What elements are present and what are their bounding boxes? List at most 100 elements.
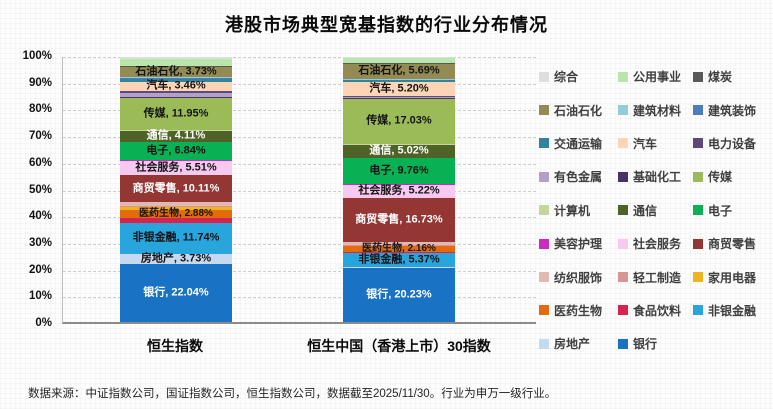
bar-segment-社会服务: 社会服务, 5.22% <box>343 184 455 198</box>
bar-segment-计算机 <box>120 129 232 131</box>
bar-segment-基础化工 <box>120 96 232 98</box>
legend-item-电子: 电子 <box>693 202 769 219</box>
source-note: 数据来源：中证指数公司，国证指数公司，恒生指数公司，数据截至2025/11/30… <box>28 388 557 400</box>
bar-segment-煤炭 <box>120 65 232 68</box>
chart-title: 港股市场典型宽基指数的行业分布情况 <box>225 15 548 35</box>
bar-segment-label: 非银金融, 5.37% <box>358 253 440 266</box>
legend-swatch <box>539 205 549 216</box>
bar-segment-石油石化: 石油石化, 3.73% <box>120 66 232 77</box>
legend-item-通信: 通信 <box>618 202 693 219</box>
legend-item-家用电器: 家用电器 <box>693 269 769 286</box>
gridline <box>63 270 536 272</box>
legend-swatch <box>618 338 628 349</box>
legend-swatch <box>618 238 628 249</box>
legend-swatch <box>693 205 703 216</box>
bar-segment-通信: 通信, 5.02% <box>343 144 455 158</box>
bar-segment-食品饮料 <box>343 251 455 253</box>
legend-item-轻工制造: 轻工制造 <box>618 269 693 286</box>
bar-segment-房地产 <box>343 266 455 269</box>
bar-segment-医药生物: 医药生物, 2.16% <box>343 243 455 253</box>
legend-item-食品饮料: 食品饮料 <box>618 302 693 319</box>
plot-area: 银行, 22.04% 房地产, 3.73% 非银金融, 11.74% 医药生物, 2.… <box>62 57 536 324</box>
bar-segment-综合 <box>120 57 232 59</box>
bar-segment-银行: 银行, 22.04% <box>120 263 232 322</box>
legend-label: 传媒 <box>708 170 733 185</box>
legend-item-美容护理: 美容护理 <box>539 235 618 252</box>
legend-swatch <box>618 138 628 149</box>
legend-item-非银金融: 非银金融 <box>693 302 769 319</box>
stacked-bar: 银行, 22.04% 房地产, 3.73% 非银金融, 11.74% 医药生物, 2.… <box>120 57 232 322</box>
bar-segment-食品饮料 <box>120 217 232 223</box>
y-tick-label: 30% <box>28 236 52 249</box>
legend-swatch <box>539 272 549 283</box>
bar-segment-建筑材料 <box>343 78 455 80</box>
legend-swatch <box>693 272 703 283</box>
legend-swatch <box>693 171 703 182</box>
bar-segment-医药生物: 医药生物, 2.88% <box>120 208 232 220</box>
bar-segment-通信: 通信, 4.11% <box>120 130 232 142</box>
legend-swatch <box>618 71 628 82</box>
y-tick-label: 80% <box>28 103 52 116</box>
bar-segment-label: 社会服务, 5.22% <box>358 184 440 197</box>
legend-label: 纺织服饰 <box>554 270 603 285</box>
legend-label: 计算机 <box>554 203 591 218</box>
legend-item-建筑装饰: 建筑装饰 <box>693 102 769 119</box>
legend-label: 医药生物 <box>554 303 603 318</box>
legend-swatch <box>693 138 703 149</box>
legend-label: 商贸零售 <box>708 237 757 252</box>
bar-segment-有色金属 <box>120 92 232 97</box>
legend-item-有色金属: 有色金属 <box>539 168 618 185</box>
bar-segment-石油石化: 石油石化, 5.69% <box>343 63 455 79</box>
legend-swatch <box>693 238 703 249</box>
bar-segment-纺织服饰 <box>120 202 232 206</box>
bar-segment-计算机 <box>343 143 455 145</box>
bar-segment-label: 汽车, 3.46% <box>146 79 206 92</box>
bar-segment-基础化工 <box>343 97 455 99</box>
bar-segment-商贸零售: 商贸零售, 10.11% <box>120 175 232 203</box>
legend-label: 电子 <box>708 203 733 218</box>
legend-label: 煤炭 <box>708 70 733 85</box>
bar-segment-建筑装饰 <box>343 79 455 80</box>
bar-segment-有色金属 <box>343 96 455 98</box>
legend-swatch <box>618 305 628 316</box>
legend-swatch <box>618 272 628 283</box>
legend-swatch <box>539 171 549 182</box>
bar-segment-轻工制造 <box>120 205 232 207</box>
legend-label: 家用电器 <box>708 270 757 285</box>
bar-segment-label: 医药生物, 2.88% <box>139 208 213 220</box>
category-label: 恒生指数 <box>147 338 203 354</box>
legend-item-计算机: 计算机 <box>539 202 618 219</box>
legend-swatch <box>539 238 549 249</box>
legend-item-石油石化: 石油石化 <box>539 102 618 119</box>
bar-segment-电力设备 <box>120 91 232 93</box>
bar-segment-label: 银行, 22.04% <box>143 286 209 299</box>
bar-segment-煤炭 <box>343 63 455 64</box>
y-tick-label: 70% <box>28 130 52 143</box>
bar-segment-label: 电子, 6.84% <box>146 144 206 157</box>
bar-segment-电子: 电子, 6.84% <box>120 141 232 160</box>
bar-segment-公用事业 <box>343 58 455 64</box>
legend-swatch <box>539 338 549 349</box>
y-axis: 100% 90% 80% 70% 60% 50% 40% 30% 20% 10% 0% <box>0 50 56 329</box>
gridline <box>63 217 536 219</box>
legend: 综合 公用事业 煤炭 石油石化 建筑材料 建筑装饰 交通运输 汽车 电力设备 有色金属 基础化工 传媒… <box>539 60 769 361</box>
legend-label: 石油石化 <box>554 103 603 118</box>
y-tick-label: 20% <box>28 263 52 276</box>
legend-swatch <box>693 305 703 316</box>
y-tick-label: 40% <box>28 210 52 223</box>
bar-segment-银行: 银行, 20.23% <box>343 268 455 322</box>
legend-swatch <box>539 138 549 149</box>
bar-segment-label: 非银金融, 11.74% <box>132 231 220 244</box>
gridline <box>63 243 536 245</box>
legend-label: 银行 <box>633 337 658 352</box>
bar-segment-非银金融: 非银金融, 5.37% <box>343 252 455 267</box>
legend-item-交通运输: 交通运输 <box>539 135 618 152</box>
bar-segment-交通运输 <box>343 79 455 83</box>
stacked-bar: 银行, 20.23% 非银金融, 5.37% 医药生物, 2.16% 商贸零售, 16… <box>343 57 455 322</box>
bar-segment-美容护理 <box>120 159 232 161</box>
bar-segment-label: 通信, 5.02% <box>369 144 429 157</box>
legend-swatch <box>539 305 549 316</box>
legend-item-传媒: 传媒 <box>693 168 769 185</box>
bar-segment-汽车: 汽车, 5.20% <box>343 82 455 96</box>
